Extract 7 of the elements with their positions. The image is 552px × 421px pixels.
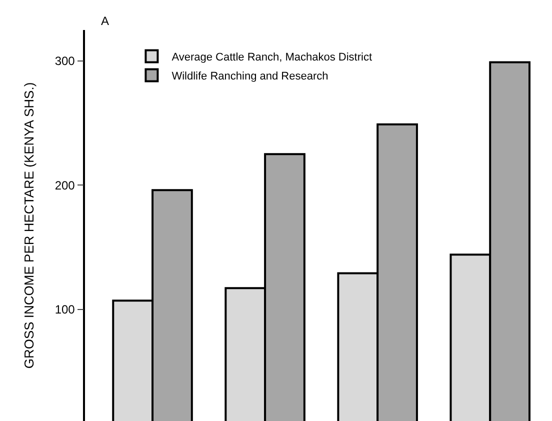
y-tick-label: 300 (54, 54, 76, 68)
legend-label: Wildlife Ranching and Research (172, 70, 328, 83)
text: A (101, 14, 110, 28)
y-axis-title: GROSS INCOME PER HECTARE (KENYA SHS.) (21, 82, 36, 369)
y-tick-label: 100 (54, 302, 76, 316)
y-tick-label: 200 (54, 178, 76, 192)
legend-label: Average Cattle Ranch, Machakos District (172, 52, 372, 64)
